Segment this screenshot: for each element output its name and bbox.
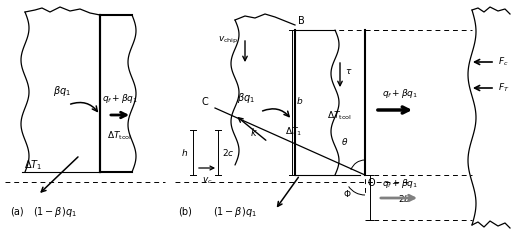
Text: B: B — [298, 16, 305, 26]
Text: $h$: $h$ — [181, 146, 188, 157]
Text: $q_f + \beta q_1$: $q_f + \beta q_1$ — [382, 87, 418, 100]
Text: $\Delta T_{\rm tool}$: $\Delta T_{\rm tool}$ — [108, 130, 133, 142]
Text: $(1-\beta)q_1$: $(1-\beta)q_1$ — [213, 205, 257, 219]
Text: $v_c$: $v_c$ — [202, 175, 212, 185]
Text: $2b$: $2b$ — [398, 192, 412, 204]
Text: $k$: $k$ — [250, 126, 258, 138]
Text: (b): (b) — [178, 207, 192, 217]
Text: (a): (a) — [10, 207, 24, 217]
Text: $\beta q_1$: $\beta q_1$ — [53, 84, 71, 98]
Text: $\Delta T_{\rm tool}$: $\Delta T_{\rm tool}$ — [328, 110, 353, 122]
Text: $q_f + \beta q_1$: $q_f + \beta q_1$ — [382, 177, 418, 190]
Text: $v_{\rm chip}$: $v_{\rm chip}$ — [218, 35, 238, 46]
Text: $\Delta T_1$: $\Delta T_1$ — [285, 126, 302, 138]
Text: C: C — [201, 97, 208, 107]
Text: $b$: $b$ — [296, 94, 303, 106]
Text: $\tau$: $\tau$ — [345, 67, 352, 77]
Text: $(1-\beta)q_1$: $(1-\beta)q_1$ — [33, 205, 77, 219]
Text: $\theta$: $\theta$ — [342, 136, 349, 147]
Text: O: O — [368, 178, 376, 188]
Text: $\beta q_1$: $\beta q_1$ — [237, 91, 255, 105]
Text: $\Delta T_1$: $\Delta T_1$ — [24, 158, 42, 172]
Text: $2c$: $2c$ — [222, 146, 234, 157]
Text: $\Phi$: $\Phi$ — [343, 188, 351, 199]
Text: $F_T$: $F_T$ — [498, 82, 509, 94]
Text: $q_f + \beta q_1$: $q_f + \beta q_1$ — [102, 92, 138, 105]
Text: $F_c$: $F_c$ — [498, 56, 508, 68]
